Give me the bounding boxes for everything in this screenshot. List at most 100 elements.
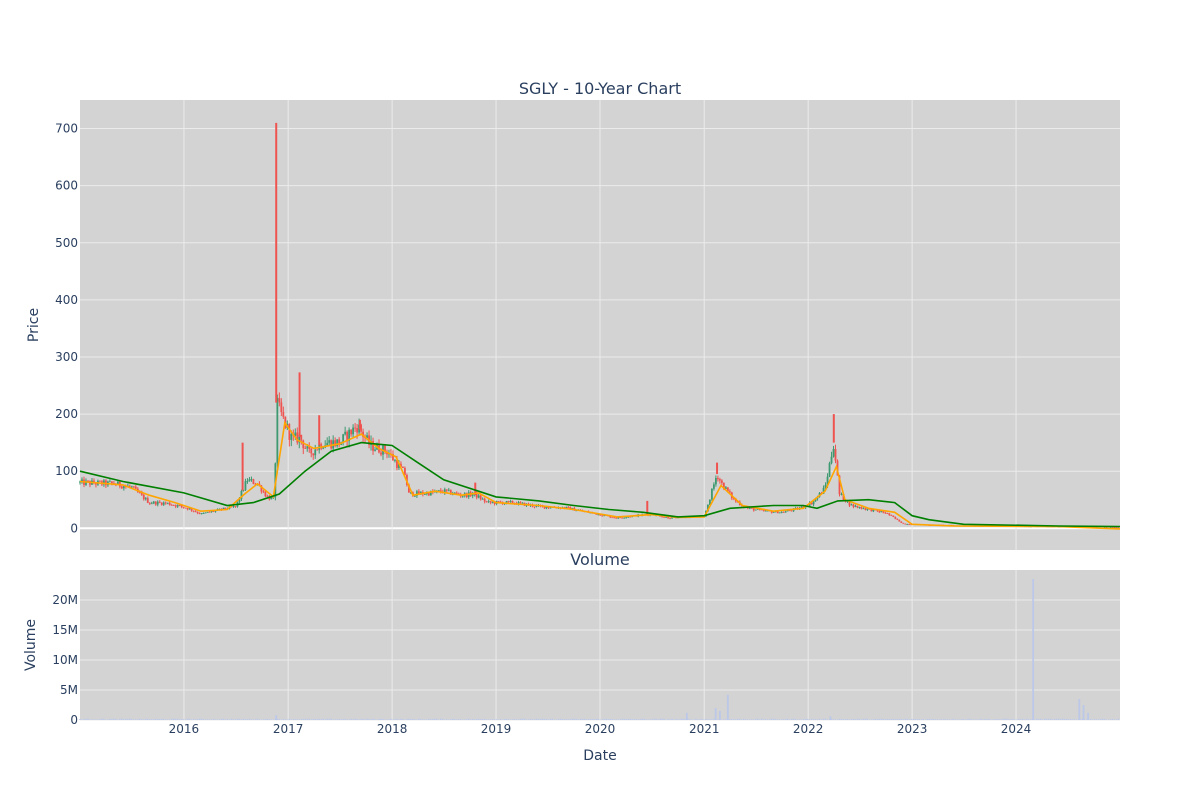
- volume-bar: [516, 719, 518, 720]
- volume-bar: [839, 719, 841, 720]
- candle-body: [414, 496, 416, 497]
- candle-body: [290, 434, 292, 440]
- volume-bar: [358, 719, 360, 720]
- volume-bar: [458, 719, 460, 720]
- volume-bar: [645, 719, 647, 720]
- volume-bar: [292, 719, 294, 720]
- candle-body: [175, 505, 177, 506]
- volume-bar: [950, 719, 952, 720]
- volume-bar: [560, 719, 562, 720]
- volume-bar: [382, 719, 384, 720]
- volume-bar: [582, 719, 584, 720]
- volume-bar: [1050, 719, 1052, 720]
- candle-body: [312, 453, 314, 455]
- volume-bar: [109, 719, 111, 720]
- volume-bar: [464, 719, 466, 720]
- volume-bar: [1002, 719, 1004, 720]
- volume-bar: [733, 719, 735, 720]
- volume-bar: [1104, 719, 1106, 720]
- volume-bar: [360, 719, 362, 720]
- volume-bar: [418, 719, 420, 720]
- volume-bar: [462, 719, 464, 720]
- candle-body: [478, 495, 480, 497]
- candle-body: [328, 440, 330, 443]
- volume-bar: [1102, 719, 1104, 720]
- volume-bar: [326, 719, 328, 720]
- volume-axis-label: Volume: [23, 619, 39, 671]
- volume-bar: [863, 719, 865, 720]
- volume-bar: [322, 719, 324, 720]
- volume-bar: [552, 719, 554, 720]
- volume-bar: [980, 719, 982, 720]
- volume-bar: [302, 719, 304, 720]
- volume-bar: [332, 719, 334, 720]
- volume-bar: [298, 719, 300, 720]
- candle-body: [402, 467, 404, 468]
- volume-bar: [283, 719, 285, 720]
- volume-bar: [450, 719, 452, 720]
- volume-bar: [538, 719, 540, 720]
- volume-bar: [793, 719, 795, 720]
- volume-bar: [1116, 719, 1118, 720]
- volume-bar: [1024, 719, 1026, 720]
- volume-bar: [580, 719, 582, 720]
- candle-body: [99, 481, 101, 482]
- volume-bar: [454, 719, 456, 720]
- volume-bar: [609, 719, 611, 720]
- candle-body: [890, 515, 892, 516]
- volume-bar: [356, 719, 358, 720]
- volume-bar: [1110, 719, 1112, 720]
- candle-body: [498, 501, 500, 502]
- volume-bar: [434, 719, 436, 720]
- volume-bar: [498, 719, 500, 720]
- volume-bar: [912, 719, 914, 720]
- volume-bar: [887, 719, 889, 720]
- candle-body: [851, 505, 853, 506]
- volume-bar: [255, 719, 257, 720]
- volume-bar: [506, 719, 508, 720]
- volume-bar: [478, 719, 480, 720]
- volume-bar: [562, 719, 564, 720]
- volume-bar: [891, 719, 893, 720]
- candle-body: [661, 517, 663, 518]
- candle-body: [276, 398, 278, 463]
- volume-bar: [775, 719, 777, 720]
- volume-bar: [352, 719, 354, 720]
- volume-bar: [306, 719, 308, 720]
- volume-bar: [727, 695, 729, 720]
- volume-tick-label: 10M: [52, 653, 78, 667]
- candle-body: [350, 430, 352, 435]
- volume-bar: [633, 719, 635, 720]
- candle-body: [266, 496, 268, 497]
- volume-bar: [777, 719, 779, 720]
- volume-bar: [119, 719, 121, 720]
- volume-bar: [795, 719, 797, 720]
- candle-body: [169, 503, 171, 505]
- volume-bar: [817, 719, 819, 720]
- volume-bar: [318, 719, 320, 720]
- volume-bar: [474, 719, 476, 720]
- candle-body: [233, 506, 235, 507]
- candle-body: [785, 511, 787, 512]
- volume-bar: [225, 719, 227, 720]
- volume-bar: [936, 719, 938, 720]
- candle-body: [715, 478, 717, 484]
- candle-body: [482, 499, 484, 500]
- candle-body: [354, 428, 356, 429]
- volume-bar: [681, 719, 683, 720]
- volume-bar: [528, 719, 530, 720]
- volume-bar: [635, 719, 637, 720]
- volume-bar: [954, 719, 956, 720]
- volume-bar: [1098, 719, 1100, 720]
- candle-body: [310, 449, 312, 454]
- volume-bar: [637, 719, 639, 720]
- candle-body: [155, 502, 157, 505]
- candle-body: [185, 508, 187, 509]
- volume-bar: [490, 719, 492, 720]
- volume-bar: [767, 719, 769, 720]
- volume-bar: [518, 719, 520, 720]
- volume-bar: [103, 719, 105, 720]
- candle-body: [462, 496, 464, 497]
- volume-bar: [1008, 719, 1010, 720]
